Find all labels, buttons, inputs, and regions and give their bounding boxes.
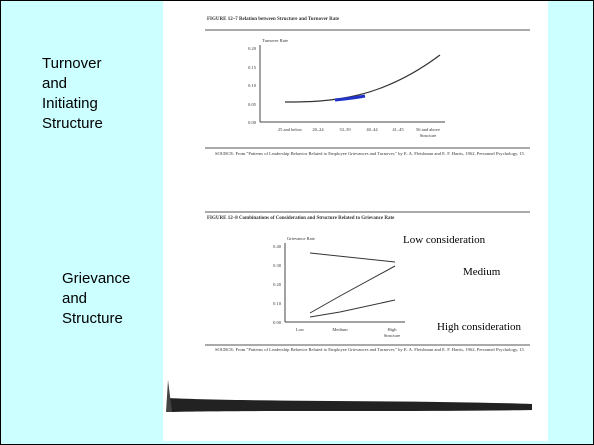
tick-label: 0.20 (273, 282, 282, 287)
tick-label: 0.10 (248, 83, 257, 88)
tick-label: 25 and below (278, 127, 303, 132)
tick-label: 0.00 (273, 320, 282, 325)
topic-text: Grievance (62, 270, 130, 287)
tick-label: Medium (332, 327, 348, 332)
topic-text: and (62, 290, 87, 307)
topic-text: Structure (62, 310, 123, 327)
tick-label: 0.05 (248, 102, 257, 107)
topic-text: and (42, 75, 67, 92)
tick-label: Low (296, 327, 305, 332)
topic-text: Initiating (42, 95, 98, 112)
tick-label: 0.40 (273, 244, 282, 249)
tick-label: 41–45 (392, 127, 404, 132)
axis-title: Grievance Rate (287, 236, 315, 241)
overlay-label: Low consideration (403, 234, 486, 246)
overlay-label: Medium (463, 266, 501, 278)
figure-caption: FIGURE 12–8 Combinations of Consideratio… (207, 216, 395, 221)
tick-label: 0.30 (273, 263, 282, 268)
tick-label: High (388, 327, 398, 332)
overlay-label: High consideration (437, 321, 522, 333)
axis-title: Turnover Rate (262, 38, 288, 43)
tick-label: 0.10 (273, 301, 282, 306)
tick-label: 33–39 (339, 127, 351, 132)
scanned-page (163, 1, 548, 441)
topic-text: Structure (42, 115, 103, 132)
topic-text: Turnover (42, 55, 101, 72)
tick-label: 40–44 (366, 127, 378, 132)
axis-title: Structure (384, 333, 401, 338)
tick-label: 0.00 (248, 120, 257, 125)
figure-caption: FIGURE 12–7 Relation between Structure a… (207, 17, 340, 22)
tick-label: 0.15 (248, 65, 257, 70)
tick-label: 20–24 (312, 127, 324, 132)
tick-label: 56 and above (416, 127, 440, 132)
tick-label: 0.20 (248, 46, 257, 51)
axis-title: Structure (420, 133, 437, 138)
slide: Turnover and Initiating Structure Grievance a… (0, 0, 594, 445)
